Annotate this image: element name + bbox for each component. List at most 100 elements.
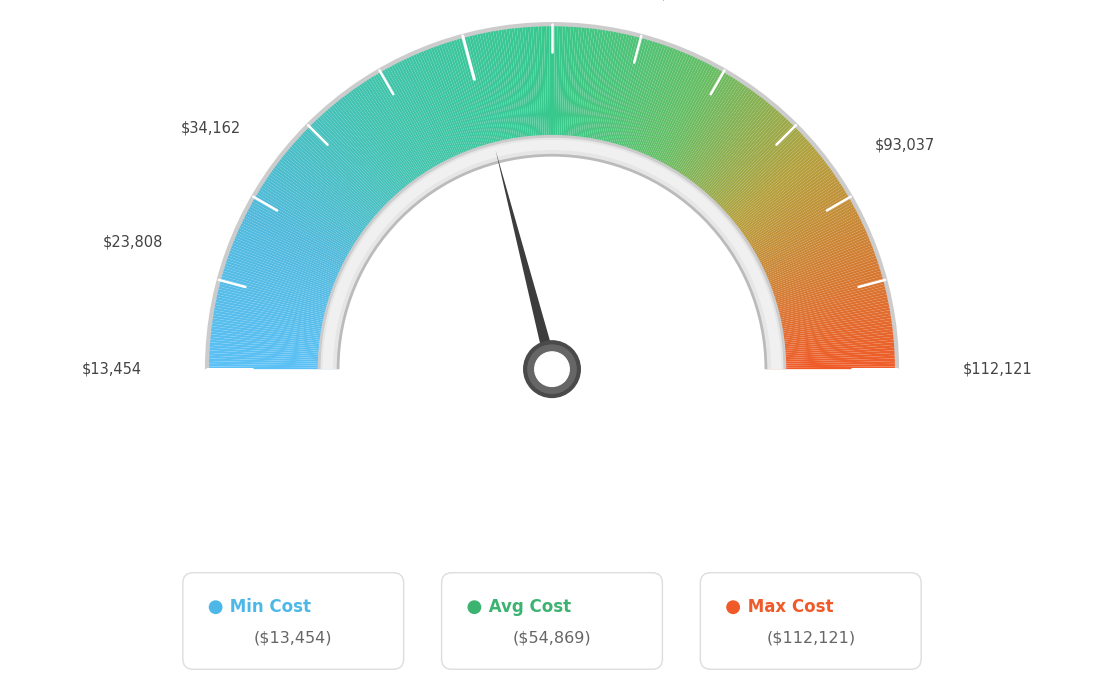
Wedge shape [234,232,355,286]
Wedge shape [226,253,351,298]
Wedge shape [286,147,389,233]
Wedge shape [427,46,477,170]
Text: ($112,121): ($112,121) [766,631,856,646]
Wedge shape [679,92,760,198]
Wedge shape [766,358,896,364]
Wedge shape [393,61,455,179]
Wedge shape [602,34,635,161]
Wedge shape [240,220,359,278]
Wedge shape [559,24,565,155]
Wedge shape [503,27,523,157]
Wedge shape [752,247,875,295]
Wedge shape [630,48,681,171]
Wedge shape [358,82,433,193]
Wedge shape [636,52,689,172]
Wedge shape [668,79,742,190]
Wedge shape [702,124,796,218]
Wedge shape [247,206,363,269]
Wedge shape [209,328,340,346]
Wedge shape [291,141,392,229]
Wedge shape [578,27,598,157]
Wedge shape [693,110,782,210]
Wedge shape [522,26,535,156]
Wedge shape [211,315,341,337]
Wedge shape [498,28,520,158]
Wedge shape [383,67,449,183]
Wedge shape [297,135,395,225]
Wedge shape [243,213,361,273]
Wedge shape [469,34,502,161]
Wedge shape [223,262,349,305]
Wedge shape [306,125,401,219]
FancyBboxPatch shape [442,573,662,669]
Wedge shape [282,153,385,237]
Text: Avg Cost: Avg Cost [484,598,571,616]
Wedge shape [766,355,896,362]
Wedge shape [431,46,478,169]
Wedge shape [745,220,864,278]
Text: $93,037: $93,037 [874,137,935,152]
Wedge shape [208,358,338,364]
Wedge shape [659,71,728,185]
Wedge shape [232,237,354,289]
Wedge shape [238,222,359,279]
Wedge shape [235,230,357,284]
Wedge shape [208,364,338,368]
Text: Max Cost: Max Cost [742,598,834,616]
Wedge shape [267,173,376,249]
Wedge shape [517,26,532,157]
Wedge shape [253,196,367,263]
Wedge shape [765,348,896,357]
Wedge shape [332,101,417,204]
Wedge shape [757,275,884,313]
Wedge shape [420,50,471,172]
Wedge shape [279,155,384,238]
Wedge shape [623,43,669,168]
Wedge shape [208,361,338,366]
Wedge shape [209,331,339,347]
Wedge shape [763,313,893,336]
Wedge shape [622,43,667,168]
Wedge shape [597,32,627,160]
Wedge shape [761,291,889,322]
Wedge shape [302,129,399,221]
Wedge shape [265,175,375,250]
Wedge shape [686,100,769,204]
Wedge shape [712,141,813,229]
Wedge shape [766,361,896,366]
Wedge shape [655,67,721,183]
Wedge shape [667,78,740,190]
Wedge shape [761,294,889,324]
Wedge shape [730,177,840,252]
Wedge shape [684,98,767,202]
Wedge shape [604,34,638,162]
Wedge shape [433,45,479,168]
Wedge shape [637,52,691,173]
Wedge shape [490,29,516,159]
Wedge shape [743,215,862,275]
Wedge shape [658,70,725,184]
Wedge shape [740,203,856,268]
Wedge shape [760,286,888,319]
Wedge shape [592,30,619,159]
Wedge shape [591,30,617,159]
Wedge shape [209,337,339,351]
Wedge shape [607,36,643,163]
Wedge shape [749,232,870,286]
Wedge shape [514,26,530,157]
Wedge shape [474,32,506,161]
Wedge shape [242,215,361,275]
Wedge shape [347,90,426,197]
Wedge shape [703,125,798,219]
Wedge shape [335,100,418,204]
Wedge shape [745,222,866,279]
Wedge shape [261,182,372,255]
Wedge shape [619,42,664,167]
Wedge shape [524,25,537,156]
Wedge shape [750,237,872,289]
Circle shape [726,601,740,613]
Wedge shape [751,239,873,290]
Wedge shape [246,208,363,270]
Wedge shape [528,25,539,156]
Wedge shape [683,97,765,201]
